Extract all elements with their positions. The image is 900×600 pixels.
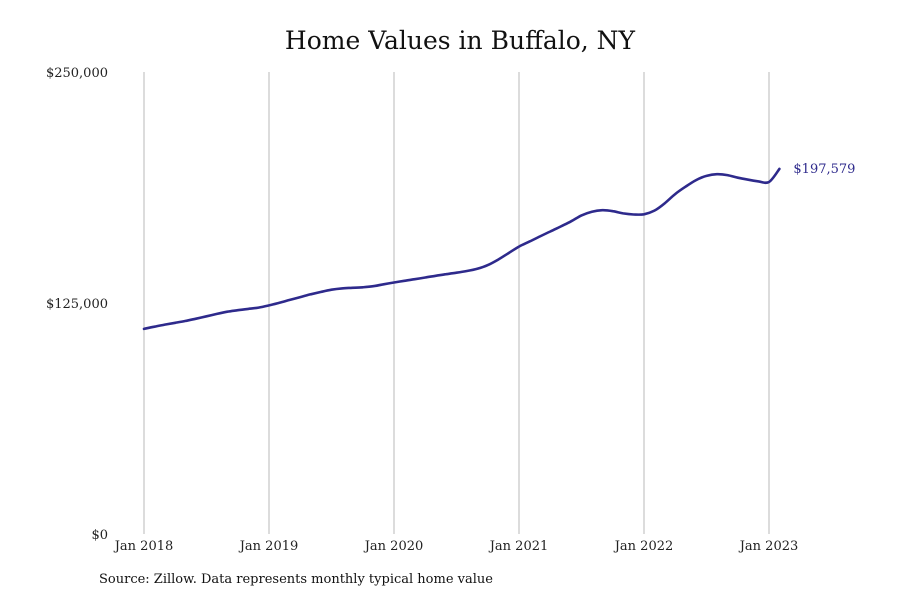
x-tick-label: Jan 2022 xyxy=(613,539,674,554)
series-line xyxy=(142,167,781,331)
y-tick-label: $0 xyxy=(91,528,108,543)
annotations: $197,579 xyxy=(793,162,855,177)
series-layer xyxy=(142,167,781,331)
chart-title: Home Values in Buffalo, NY xyxy=(284,26,636,55)
x-tick-label: Jan 2018 xyxy=(113,539,174,554)
y-tick-label: $250,000 xyxy=(46,66,108,81)
end-value-label: $197,579 xyxy=(793,162,855,177)
x-tick-label: Jan 2023 xyxy=(738,539,799,554)
x-tick-label: Jan 2019 xyxy=(238,539,299,554)
x-tick-label: Jan 2021 xyxy=(488,539,549,554)
y-axis-ticks: $250,000 $125,000 $0 xyxy=(46,66,108,543)
gridlines xyxy=(143,72,770,534)
x-tick-label: Jan 2020 xyxy=(363,539,424,554)
x-axis-ticks: Jan 2018 Jan 2019 Jan 2020 Jan 2021 Jan 2022… xyxy=(113,539,799,554)
y-tick-label: $125,000 xyxy=(46,297,108,312)
source-note: Source: Zillow. Data represents monthly … xyxy=(99,572,493,587)
